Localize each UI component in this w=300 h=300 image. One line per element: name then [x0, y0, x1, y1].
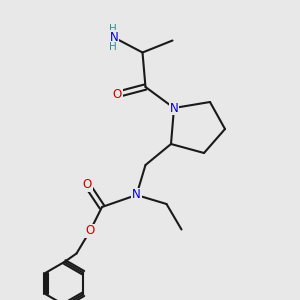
Text: O: O — [85, 224, 94, 238]
Text: N: N — [110, 31, 118, 44]
Text: H: H — [109, 41, 116, 52]
Text: N: N — [169, 101, 178, 115]
Text: N: N — [132, 188, 141, 202]
Text: H: H — [109, 23, 116, 34]
Text: O: O — [112, 88, 122, 101]
Text: O: O — [82, 178, 91, 191]
